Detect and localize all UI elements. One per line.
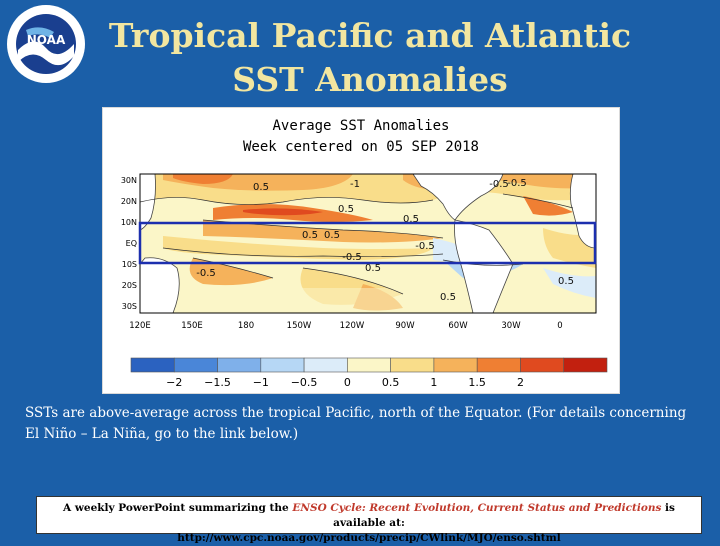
lat-label: 10S — [122, 260, 137, 269]
colorbar-tick-label: −2 — [166, 376, 182, 389]
equatorial-highlight-box — [138, 221, 597, 265]
colorbar-swatch — [130, 357, 175, 373]
sst-map: 0.5 -1 -0.50.50.5-0.50.50.5-0.5-0.5-0.50.5… — [121, 173, 608, 389]
contour-label: 0.5 — [302, 230, 318, 241]
footer-suffix: is available at: — [333, 502, 675, 529]
noaa-logo: NOAA — [7, 5, 85, 83]
colorbar-swatch — [433, 357, 478, 373]
contour-label: 0.5 — [403, 214, 419, 225]
contour-label: -0.5 — [415, 241, 435, 252]
colorbar-swatch — [390, 357, 435, 373]
footer-box: A weekly PowerPoint summarizing the ENSO… — [36, 496, 702, 544]
colorbar-tick-label: 2 — [517, 376, 524, 389]
lon-label: 120W — [340, 321, 365, 331]
contour-label: 0.5 — [324, 230, 340, 241]
map-title: Average SST Anomalies — [272, 118, 450, 134]
lon-label: 120E — [129, 321, 151, 331]
colorbar-swatch — [303, 357, 348, 373]
contour-label: 0.5 — [338, 204, 354, 215]
lat-label: 10N — [121, 218, 137, 227]
contour-label: -0.5 — [342, 252, 362, 263]
contour-label: -1 — [350, 179, 360, 190]
logo-text: NOAA — [27, 33, 66, 47]
contour-label: -0.5 — [507, 178, 527, 189]
lat-label: EQ — [126, 239, 137, 248]
slide-title-line1: Tropical Pacific and Atlantic — [108, 16, 632, 55]
caption-text: SSTs are above-average across the tropic… — [25, 405, 687, 442]
footer-line1: A weekly PowerPoint summarizing the ENSO… — [37, 501, 701, 531]
lat-label: 20S — [122, 281, 137, 290]
colorbar-swatch — [260, 357, 305, 373]
colorbar — [130, 357, 608, 373]
lat-label: 20N — [121, 197, 137, 206]
lon-label: 90W — [395, 321, 415, 331]
lon-label: 60W — [448, 321, 468, 331]
colorbar-swatch — [217, 357, 262, 373]
colorbar-tick-label: 0.5 — [382, 376, 400, 389]
footer-emphasis: ENSO Cycle: Recent Evolution, Current St… — [292, 502, 662, 514]
colorbar-swatch — [173, 357, 218, 373]
lon-label: 30W — [501, 321, 521, 331]
colorbar-tick-label: 1 — [430, 376, 437, 389]
slide-title-line2: SST Anomalies — [232, 60, 508, 99]
colorbar-swatch — [476, 357, 521, 373]
map-subtitle: Week centered on 05 SEP 2018 — [242, 139, 479, 155]
colorbar-tick-label: −1.5 — [204, 376, 231, 389]
colorbar-tick-label: −0.5 — [291, 376, 318, 389]
contour-label: 0.5 — [558, 276, 574, 287]
colorbar-tick-label: −1 — [253, 376, 269, 389]
colorbar-tick-label: 0 — [344, 376, 351, 389]
lon-label: 180 — [238, 321, 254, 331]
lat-label: 30N — [121, 176, 137, 185]
contour-label: 0.5 — [440, 292, 456, 303]
footer-prefix: A weekly PowerPoint summarizing the — [63, 502, 293, 514]
colorbar-swatch — [563, 357, 608, 373]
contour-label: 0.5 — [253, 182, 269, 193]
colorbar-swatch — [347, 357, 391, 373]
colorbar-swatch — [520, 357, 565, 373]
sst-anomaly-field — [140, 174, 596, 313]
lat-label: 30S — [122, 302, 137, 311]
colorbar-tick-label: 1.5 — [468, 376, 486, 389]
contour-label: -0.5 — [489, 179, 509, 190]
footer-url[interactable]: http://www.cpc.noaa.gov/products/precip/… — [177, 532, 561, 544]
contour-label: -0.5 — [196, 268, 216, 279]
lon-label: 150W — [287, 321, 312, 331]
lon-label: 150E — [181, 321, 203, 331]
sst-map-panel: Average SST Anomalies Week centered on 0… — [102, 107, 620, 394]
contour-label: 0.5 — [365, 263, 381, 274]
slide-title: Tropical Pacific and Atlantic SST Anomal… — [95, 14, 645, 102]
lon-label: 0 — [557, 321, 562, 331]
